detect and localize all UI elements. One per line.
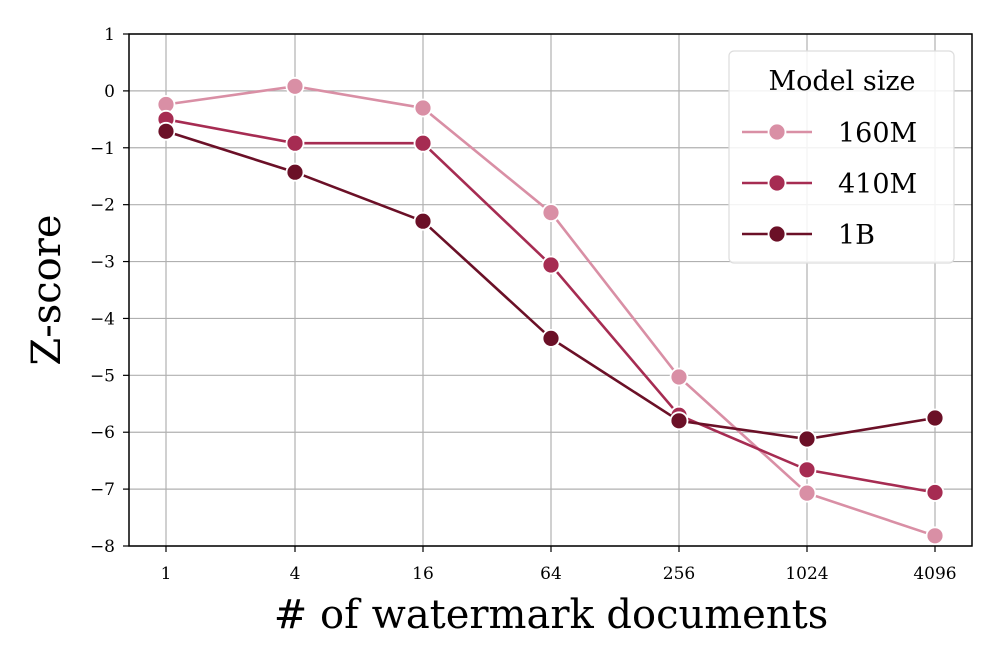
data-point-410M	[285, 133, 305, 153]
legend-items: 160M 410M 1B	[742, 118, 917, 251]
legend-box	[728, 50, 955, 264]
legend-title: Model size	[768, 66, 915, 97]
y-tick-label: −3	[90, 253, 115, 273]
y-tick-label: −2	[90, 196, 115, 216]
data-point-410M	[797, 460, 817, 480]
data-point-1B	[285, 162, 305, 182]
y-tick-label: −8	[90, 537, 115, 557]
x-tick-label: 256	[663, 564, 695, 584]
legend-label: 410M	[838, 169, 917, 200]
legend-item-160M: 160M	[742, 118, 917, 149]
y-tick-label: 0	[104, 82, 115, 102]
y-tick-label: −1	[90, 139, 115, 159]
legend-label: 160M	[838, 118, 917, 149]
x-tick-label: 64	[540, 564, 562, 584]
data-point-160M	[669, 367, 689, 387]
series-410M	[156, 109, 945, 502]
data-point-160M	[925, 526, 945, 546]
x-axis-label: # of watermark documents	[274, 592, 828, 638]
series-layer	[156, 76, 945, 546]
y-tick-label: −5	[90, 366, 115, 386]
data-point-1B	[669, 411, 689, 431]
y-tick-label: −6	[90, 423, 115, 443]
series-160M	[156, 76, 945, 546]
legend-marker	[767, 122, 787, 142]
x-tick-label: 4096	[913, 564, 956, 584]
y-tick-label: −4	[90, 309, 115, 329]
legend: Model size 160M 410M 1B	[728, 50, 955, 264]
data-point-160M	[413, 98, 433, 118]
series-1B	[156, 121, 945, 449]
y-axis-label: Z-score	[24, 214, 70, 365]
data-point-1B	[156, 121, 176, 141]
y-tick-label: −7	[90, 480, 115, 500]
x-tick-label: 1024	[785, 564, 828, 584]
x-tick-label: 16	[412, 564, 434, 584]
data-point-160M	[797, 483, 817, 503]
x-tick-label: 4	[290, 564, 301, 584]
legend-item-1B: 1B	[742, 220, 875, 251]
data-point-160M	[541, 203, 561, 223]
data-point-160M	[285, 76, 305, 96]
legend-item-410M: 410M	[742, 169, 917, 200]
data-point-1B	[413, 211, 433, 231]
y-tick-label: 1	[104, 25, 115, 45]
data-point-410M	[925, 483, 945, 502]
data-point-1B	[541, 328, 561, 348]
legend-marker	[767, 224, 787, 244]
data-point-1B	[925, 408, 945, 428]
data-point-410M	[541, 255, 561, 275]
data-point-410M	[413, 133, 433, 153]
legend-marker	[767, 173, 787, 193]
data-point-1B	[797, 429, 817, 449]
legend-label: 1B	[838, 220, 875, 251]
x-tick-label: 1	[161, 564, 172, 584]
axis-ticks: 1 4 16 64 256 1024 4096 1 0 −1 −2 −3 −4 −5 −6 −7 −8	[90, 25, 957, 584]
